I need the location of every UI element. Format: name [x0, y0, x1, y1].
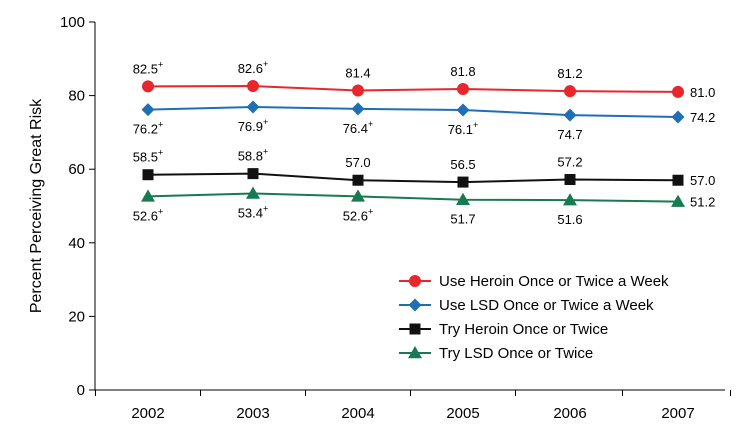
data-label: 74.7 — [557, 127, 582, 142]
series-line — [147, 106, 679, 118]
data-label: 76.9+ — [238, 117, 269, 134]
series-line — [147, 192, 679, 203]
data-label: 82.5+ — [133, 59, 164, 76]
significance-marker: + — [368, 119, 373, 129]
data-point — [457, 82, 469, 95]
series-line — [147, 85, 679, 93]
data-label: 76.1+ — [448, 120, 479, 137]
data-point — [672, 85, 684, 98]
data-point — [671, 194, 685, 207]
data-label: 74.2 — [690, 110, 715, 125]
legend-item: Use LSD Once or Twice a Week — [399, 297, 654, 314]
legend-label: Use LSD Once or Twice a Week — [439, 297, 654, 314]
significance-marker: + — [158, 148, 163, 158]
legend-marker — [409, 275, 421, 287]
significance-marker: + — [158, 120, 163, 130]
data-point — [142, 169, 154, 181]
series-3 — [142, 168, 684, 188]
data-point — [351, 189, 365, 202]
data-label: 81.2 — [557, 66, 582, 81]
data-point — [246, 100, 260, 114]
data-point — [563, 108, 577, 122]
series-1 — [142, 80, 684, 98]
data-point — [672, 174, 684, 186]
data-point — [457, 176, 469, 188]
data-point — [564, 85, 576, 98]
y-tick-label: 20 — [68, 308, 85, 325]
significance-marker: + — [158, 206, 163, 216]
data-label: 81.4 — [345, 65, 370, 80]
data-labels: 82.5+ 82.6+ 81.4 81.8 81.2 81.0 76.2+ 76.9+ 76.4… — [133, 59, 716, 227]
significance-marker: + — [368, 206, 373, 216]
legend-item: Try LSD Once or Twice — [399, 345, 593, 362]
series-2 — [141, 100, 685, 124]
data-label: 76.4+ — [343, 119, 374, 136]
legend-marker — [409, 323, 421, 335]
legend-label: Try LSD Once or Twice — [439, 345, 593, 362]
legend-marker — [408, 298, 422, 312]
data-label: 81.0 — [690, 85, 715, 100]
data-label: 53.4+ — [238, 203, 269, 220]
significance-marker: + — [263, 203, 268, 213]
data-label: 58.8+ — [238, 147, 269, 164]
legend: Use Heroin Once or Twice a Week Use LSD O… — [399, 273, 669, 362]
data-point — [564, 174, 576, 186]
x-tick-label: 2007 — [661, 405, 694, 422]
data-label: 52.6+ — [343, 206, 374, 223]
significance-marker: + — [473, 120, 478, 130]
data-label: 81.8 — [450, 64, 475, 79]
data-point — [247, 168, 259, 180]
series-4 — [141, 186, 685, 207]
data-point — [141, 103, 155, 117]
significance-marker: + — [263, 117, 268, 127]
data-label: 52.6+ — [133, 206, 164, 223]
data-label: 76.2+ — [133, 120, 164, 137]
axes: 0 20 40 60 80 100 2002 2003 2004 2005 2006 2007 Perc… — [28, 14, 731, 422]
data-point — [142, 80, 154, 93]
significance-marker: + — [158, 59, 163, 69]
data-point — [247, 80, 259, 93]
data-label: 51.7 — [450, 212, 475, 227]
x-tick-label: 2003 — [236, 405, 269, 422]
data-label: 51.2 — [690, 195, 715, 210]
legend-item: Use Heroin Once or Twice a Week — [399, 273, 669, 290]
x-tick-label: 2005 — [446, 405, 479, 422]
significance-marker: + — [263, 59, 268, 69]
x-tick-label: 2002 — [131, 405, 164, 422]
data-label: 82.6+ — [238, 59, 269, 76]
data-label: 56.5 — [450, 157, 475, 172]
data-label: 58.5+ — [133, 148, 164, 165]
data-point — [352, 174, 364, 186]
y-axis-title: Percent Perceiving Great Risk — [28, 98, 45, 313]
series-layer — [141, 80, 685, 207]
data-label: 57.0 — [345, 155, 370, 170]
y-tick-label: 100 — [60, 14, 85, 31]
legend-label: Try Heroin Once or Twice — [439, 321, 608, 338]
y-tick-label: 0 — [77, 382, 85, 399]
data-point — [671, 110, 685, 124]
data-label: 57.0 — [690, 173, 715, 188]
significance-marker: + — [263, 147, 268, 157]
data-point — [351, 102, 365, 116]
series-line — [147, 172, 679, 184]
x-tick-label: 2006 — [553, 405, 586, 422]
legend-item: Try Heroin Once or Twice — [399, 321, 608, 338]
data-point — [456, 103, 470, 117]
x-tick-label: 2004 — [341, 405, 374, 422]
data-point — [246, 186, 260, 199]
data-label: 57.2 — [557, 155, 582, 170]
data-point — [563, 193, 577, 206]
data-label: 51.6 — [557, 212, 582, 227]
data-point — [352, 84, 364, 97]
y-tick-label: 80 — [68, 88, 85, 105]
y-tick-label: 60 — [68, 161, 85, 178]
data-point — [141, 189, 155, 202]
legend-label: Use Heroin Once or Twice a Week — [439, 273, 669, 290]
y-tick-label: 40 — [68, 235, 85, 252]
data-point — [456, 192, 470, 205]
legend-marker — [408, 346, 422, 359]
